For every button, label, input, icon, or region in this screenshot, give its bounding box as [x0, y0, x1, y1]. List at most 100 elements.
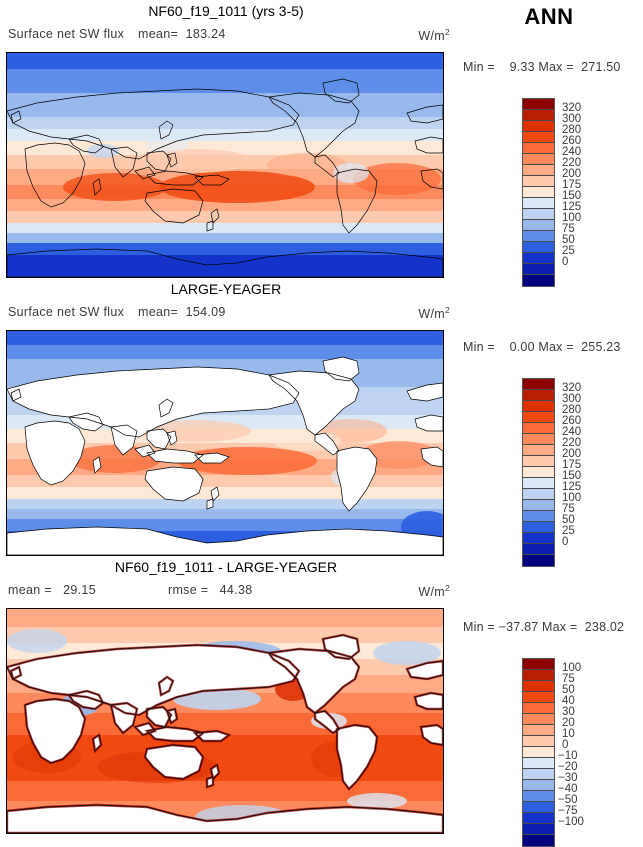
colorbar-tick-label: 25 — [562, 245, 575, 257]
colorbar-swatch — [523, 165, 554, 176]
colorbar-tick-label: 40 — [562, 695, 575, 707]
panel-title: NF60_f19_1011 (yrs 3-5) — [148, 3, 304, 19]
colorbar-swatch — [523, 533, 554, 544]
colorbar-swatch — [523, 692, 554, 703]
colorbar-swatch — [523, 769, 554, 780]
colorbar-swatches[interactable] — [522, 98, 555, 287]
colorbar-swatch — [523, 747, 554, 758]
minmax-label: Min = 0.00 Max = 255.23 — [463, 340, 621, 354]
units-label: W/m2 — [418, 583, 450, 600]
mean-value: mean= 154.09 — [138, 305, 226, 319]
colorbar-swatch — [523, 99, 554, 110]
colorbar-wrap: 320 300 280 260 240 220 200 175 150 125 100 75 50 25 0 — [522, 378, 581, 567]
colorbar-swatch — [523, 681, 554, 692]
units-label: W/m2 — [418, 27, 450, 44]
map-canvas-model[interactable] — [6, 52, 444, 278]
colorbar-swatch — [523, 209, 554, 220]
colorbar-swatch — [523, 253, 554, 264]
colorbar-swatch — [523, 445, 554, 456]
colorbar-wrap: 100 75 50 40 30 20 10 0 −10 −20 −30 −40 −50 −75 −100 — [522, 658, 584, 847]
colorbar-tick-label: 280 — [562, 124, 582, 136]
colorbar-tick-label: −30 — [558, 772, 578, 784]
colorbar-tick-label: 260 — [562, 415, 582, 427]
colorbar-swatch — [523, 121, 554, 132]
colorbar-swatch — [523, 511, 554, 522]
minmax-label: Min = 9.33 Max = 271.50 — [463, 60, 621, 74]
colorbar-swatch — [523, 231, 554, 242]
colorbar-swatch — [523, 434, 554, 445]
colorbar-tick-label: 75 — [562, 503, 575, 515]
colorbar-tick-label: 280 — [562, 404, 582, 416]
colorbar-swatches[interactable] — [522, 378, 555, 567]
rmse-value: rmse = 44.38 — [168, 583, 253, 597]
colorbar-tick-label: 50 — [562, 684, 575, 696]
mean-value: mean = 29.15 — [8, 583, 96, 597]
colorbar-tick-label: 0 — [562, 739, 569, 751]
colorbar-ticks: 320 300 280 260 240 220 200 175 150 125 100 75 50 25 0 — [558, 102, 628, 268]
colorbar-swatch — [523, 522, 554, 533]
panel-title: NF60_f19_1011 - LARGE-YEAGER — [114, 559, 338, 575]
colorbar-tick-label: 300 — [562, 113, 582, 125]
colorbar-tick-label: −40 — [558, 783, 578, 795]
colorbar-swatch — [523, 555, 554, 566]
colorbar-swatch — [523, 813, 554, 824]
colorbar-tick-label: 200 — [562, 448, 582, 460]
colorbar-swatch — [523, 379, 554, 390]
colorbar-tick-label: 300 — [562, 393, 582, 405]
panel-title: LARGE-YEAGER — [170, 281, 282, 297]
colorbar-swatch — [523, 703, 554, 714]
colorbar-tick-label: 320 — [562, 102, 582, 114]
colorbar-swatch — [523, 802, 554, 813]
colorbar-tick-label: 125 — [562, 481, 582, 493]
colorbar-swatch — [523, 110, 554, 121]
colorbar-tick-label: 100 — [562, 492, 582, 504]
colorbar-tick-label: 175 — [562, 459, 582, 471]
panel-subheader: mean = 29.15 rmse = 44.38 W/m2 — [0, 583, 452, 601]
panel-subheader: Surface net SW flux mean= 154.09 W/m2 — [0, 305, 452, 323]
colorbar-swatch — [523, 198, 554, 209]
map-svg-observation — [7, 331, 443, 555]
colorbar-tick-label: 50 — [562, 234, 575, 246]
colorbar-swatch — [523, 736, 554, 747]
colorbar-swatch — [523, 478, 554, 489]
colorbar-swatch — [523, 758, 554, 769]
colorbar-tick-label: 25 — [562, 525, 575, 537]
colorbar-swatch — [523, 791, 554, 802]
colorbar-swatch — [523, 659, 554, 670]
colorbar-swatch — [523, 132, 554, 143]
colorbar-tick-label: −20 — [558, 761, 578, 773]
colorbar-swatch — [523, 544, 554, 555]
colorbar-tick-label: 50 — [562, 514, 575, 526]
map-svg-difference — [7, 609, 443, 833]
colorbar-swatch — [523, 456, 554, 467]
colorbar-swatch — [523, 714, 554, 725]
colorbar-swatch — [523, 835, 554, 846]
colorbar-ticks: 320 300 280 260 240 220 200 175 150 125 100 75 50 25 0 — [558, 382, 628, 548]
colorbar-tick-label: 240 — [562, 426, 582, 438]
variable-name: Surface net SW flux — [8, 27, 125, 41]
units-label: W/m2 — [418, 305, 450, 322]
map-canvas-difference[interactable] — [6, 608, 444, 834]
colorbar-swatch — [523, 176, 554, 187]
colorbar-tick-label: −50 — [558, 794, 578, 806]
colorbar-swatch — [523, 264, 554, 275]
colorbar-tick-label: 200 — [562, 168, 582, 180]
colorbar-tick-label: 220 — [562, 157, 582, 169]
colorbar-swatch — [523, 143, 554, 154]
colorbar-wrap: 320 300 280 260 240 220 200 175 150 125 100 75 50 25 0 — [522, 98, 581, 287]
colorbar-swatch — [523, 412, 554, 423]
colorbar-tick-label: 260 — [562, 135, 582, 147]
panel-subheader: Surface net SW flux mean= 183.24 W/m2 — [0, 27, 452, 45]
colorbar-tick-label: 175 — [562, 179, 582, 191]
colorbar-swatch — [523, 824, 554, 835]
flux-field-difference — [7, 609, 443, 833]
colorbar-tick-label: 20 — [562, 717, 575, 729]
colorbar-tick-label: 100 — [562, 662, 582, 674]
colorbar-tick-label: 100 — [562, 212, 582, 224]
colorbar-tick-label: 0 — [562, 256, 569, 268]
colorbar-tick-label: 10 — [562, 728, 575, 740]
colorbar-swatch — [523, 187, 554, 198]
colorbar-swatches[interactable] — [522, 658, 555, 847]
map-canvas-observation[interactable] — [6, 330, 444, 556]
